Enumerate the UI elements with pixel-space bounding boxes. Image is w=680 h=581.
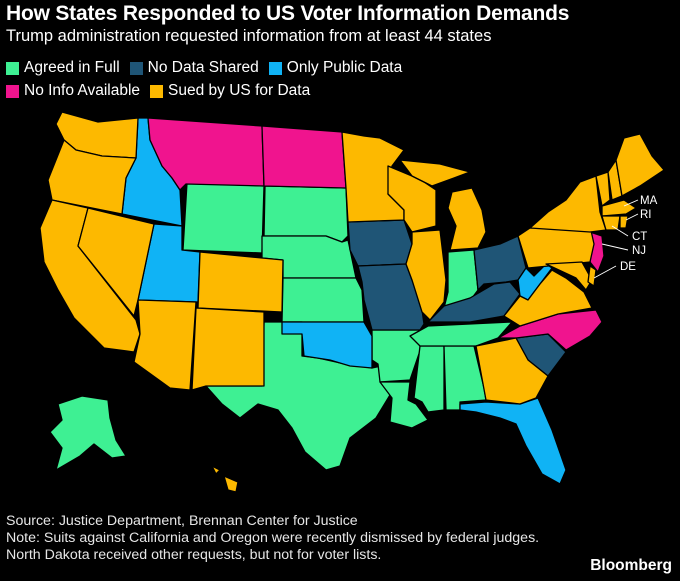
state-wyoming xyxy=(182,182,265,254)
us-map: MA RI CT NJ DE xyxy=(39,111,665,493)
legend-item-sued: Sued by US for Data xyxy=(150,82,310,100)
state-louisiana xyxy=(379,381,429,429)
legend: Agreed in Full No Data Shared Only Publi… xyxy=(6,59,486,100)
state-maine xyxy=(615,133,665,197)
callout-line-nj xyxy=(601,243,629,251)
state-michigan-lower xyxy=(447,187,487,251)
legend-item-agreed: Agreed in Full xyxy=(6,59,120,77)
state-alabama xyxy=(443,345,487,411)
state-iowa xyxy=(347,219,413,267)
callout-line-ct xyxy=(611,225,629,237)
callout-nj: NJ xyxy=(632,245,646,257)
state-hawaii-big xyxy=(223,475,239,493)
source-text: Source: Justice Department, Brennan Cent… xyxy=(6,513,358,529)
callout-ct: CT xyxy=(632,231,647,243)
state-south-dakota xyxy=(263,185,349,243)
callouts: MA RI CT NJ DE xyxy=(593,195,658,279)
legend-label-no-data: No Data Shared xyxy=(147,59,259,76)
callout-de: DE xyxy=(620,261,636,273)
state-massachusetts xyxy=(601,199,637,217)
callout-line-de xyxy=(593,265,617,279)
callout-line-ri xyxy=(625,213,639,221)
state-delaware xyxy=(587,265,597,287)
state-hawaii-maui xyxy=(211,465,221,475)
group-sued xyxy=(39,111,665,493)
callout-ma: MA xyxy=(640,195,658,207)
bloomberg-logo: Bloomberg xyxy=(590,557,672,574)
footer: Source: Justice Department, Brennan Cent… xyxy=(6,513,566,564)
legend-label-no-info: No Info Available xyxy=(24,82,141,99)
legend-swatch-sued xyxy=(150,84,164,98)
state-kansas xyxy=(281,277,365,323)
state-alaska xyxy=(49,395,127,471)
state-arizona xyxy=(133,299,197,391)
legend-swatch-public xyxy=(268,61,282,75)
group-agreed xyxy=(49,182,513,471)
legend-swatch-agreed xyxy=(6,61,19,75)
callout-line-ma xyxy=(623,199,639,207)
chart-subtitle: Trump administration requested informati… xyxy=(6,27,492,45)
state-virginia xyxy=(503,269,593,327)
state-oklahoma xyxy=(281,321,373,369)
state-michigan-upper xyxy=(399,159,471,187)
state-new-york xyxy=(529,175,607,233)
state-kentucky xyxy=(427,281,521,323)
state-new-mexico xyxy=(191,307,265,391)
state-illinois xyxy=(405,229,447,321)
legend-swatch-no-info xyxy=(6,84,19,98)
legend-swatch-no-data xyxy=(129,61,143,75)
state-oregon xyxy=(47,139,137,215)
callout-ri: RI xyxy=(640,209,652,221)
group-no-data xyxy=(347,219,567,377)
state-colorado xyxy=(197,251,284,313)
legend-label-sued: Sued by US for Data xyxy=(168,82,311,99)
state-florida xyxy=(459,397,567,485)
state-mississippi xyxy=(413,345,445,413)
chart-title: How States Responded to US Voter Informa… xyxy=(6,2,570,25)
state-north-dakota xyxy=(261,125,347,189)
legend-item-no-info: No Info Available xyxy=(6,82,140,100)
state-vermont xyxy=(595,171,611,207)
state-pennsylvania xyxy=(517,225,595,269)
legend-item-public: Only Public Data xyxy=(268,59,403,77)
group-no-info xyxy=(147,117,605,351)
state-tennessee xyxy=(409,321,513,347)
state-nevada xyxy=(77,207,155,317)
legend-label-agreed: Agreed in Full xyxy=(24,59,120,76)
state-maryland xyxy=(545,261,593,291)
note-text: Note: Suits against California and Orego… xyxy=(6,530,540,563)
state-georgia xyxy=(475,337,549,405)
state-rhode-island xyxy=(619,215,629,229)
legend-label-public: Only Public Data xyxy=(286,59,403,76)
legend-item-no-data: No Data Shared xyxy=(129,59,259,77)
